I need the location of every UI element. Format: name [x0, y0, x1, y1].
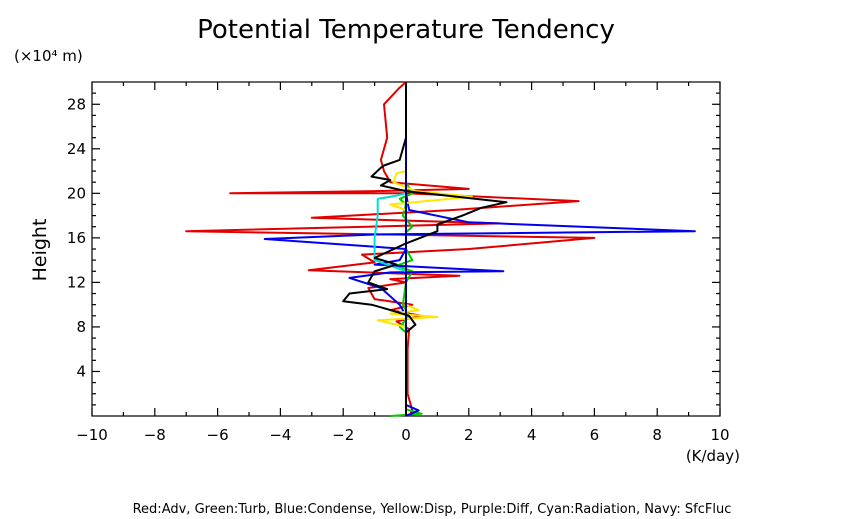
x-tick-label: 6	[590, 426, 600, 444]
x-tick-label: −2	[332, 426, 354, 444]
y-tick-label: 28	[67, 95, 86, 113]
series-line-radiation	[373, 82, 407, 416]
x-tick-label: −8	[144, 426, 166, 444]
x-tick-label: 0	[401, 426, 411, 444]
x-tick-label: −10	[76, 426, 108, 444]
y-axis-label: Height	[29, 219, 51, 282]
x-tick-label: 4	[527, 426, 537, 444]
x-tick-label: −4	[269, 426, 291, 444]
y-tick-label: 4	[76, 362, 86, 380]
y-tick-label: 12	[67, 273, 86, 291]
series-line-adv	[185, 81, 596, 417]
y-scale-label: (×10⁴ m)	[14, 47, 83, 65]
x-tick-label: 8	[652, 426, 662, 444]
chart-title: Potential Temperature Tendency	[197, 15, 615, 45]
y-tick-label: 20	[67, 184, 86, 202]
y-tick-label: 16	[67, 229, 86, 247]
x-tick-label: 2	[464, 426, 474, 444]
series-layer	[185, 81, 696, 417]
x-tick-label: −6	[207, 426, 229, 444]
x-axis-label: (K/day)	[686, 447, 740, 465]
series-line-total	[342, 82, 508, 416]
y-tick-label: 24	[67, 140, 86, 158]
series-line-turb	[390, 82, 423, 417]
x-tick-label: 10	[710, 426, 729, 444]
legend-caption: Red:Adv, Green:Turb, Blue:Condense, Yell…	[133, 502, 732, 517]
y-tick-label: 8	[76, 318, 86, 336]
